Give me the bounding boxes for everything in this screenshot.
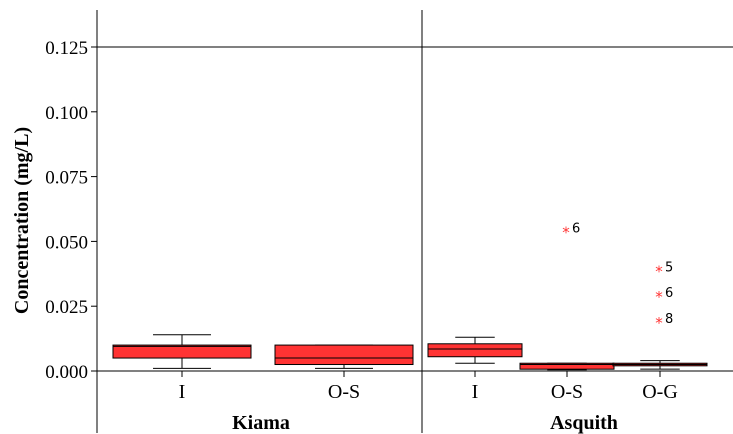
group-label: Kiama (232, 412, 290, 434)
box (112, 344, 252, 359)
outlier-label: 6 (572, 221, 580, 236)
box (274, 344, 414, 366)
group-label: Asquith (550, 412, 618, 434)
y-tick-label: 0.050 (45, 232, 88, 253)
outlier-marker: * (655, 288, 663, 306)
category-label: I (179, 381, 186, 403)
outlier-marker: * (655, 314, 663, 332)
y-tick-label: 0.025 (45, 297, 88, 318)
category-label: O-S (551, 381, 583, 403)
box (427, 343, 523, 358)
outlier-label: 8 (665, 312, 673, 327)
y-tick-label: 0.000 (45, 362, 88, 383)
category-label: O-S (328, 381, 360, 403)
category-label: O-G (642, 381, 678, 403)
outlier-label: 6 (665, 286, 673, 301)
y-tick-label: 0.075 (45, 168, 88, 189)
category-labels: Kiama I O-S Asquith I O-S O-G (179, 381, 678, 434)
category-label: I (472, 381, 479, 403)
y-tick-label: 0.100 (45, 103, 88, 124)
outlier-marker: * (562, 223, 570, 241)
axes: 0.000 0.025 0.050 0.075 0.100 0.125 Concentrat… (11, 10, 733, 433)
outlier-marker: * (655, 262, 663, 280)
y-tick-label: 0.125 (45, 38, 88, 59)
outlier-label: 5 (665, 260, 673, 275)
y-axis-title: Concentration (mg/L) (11, 127, 33, 314)
plot-area: * 6* 5* 6* 8 (112, 221, 708, 371)
